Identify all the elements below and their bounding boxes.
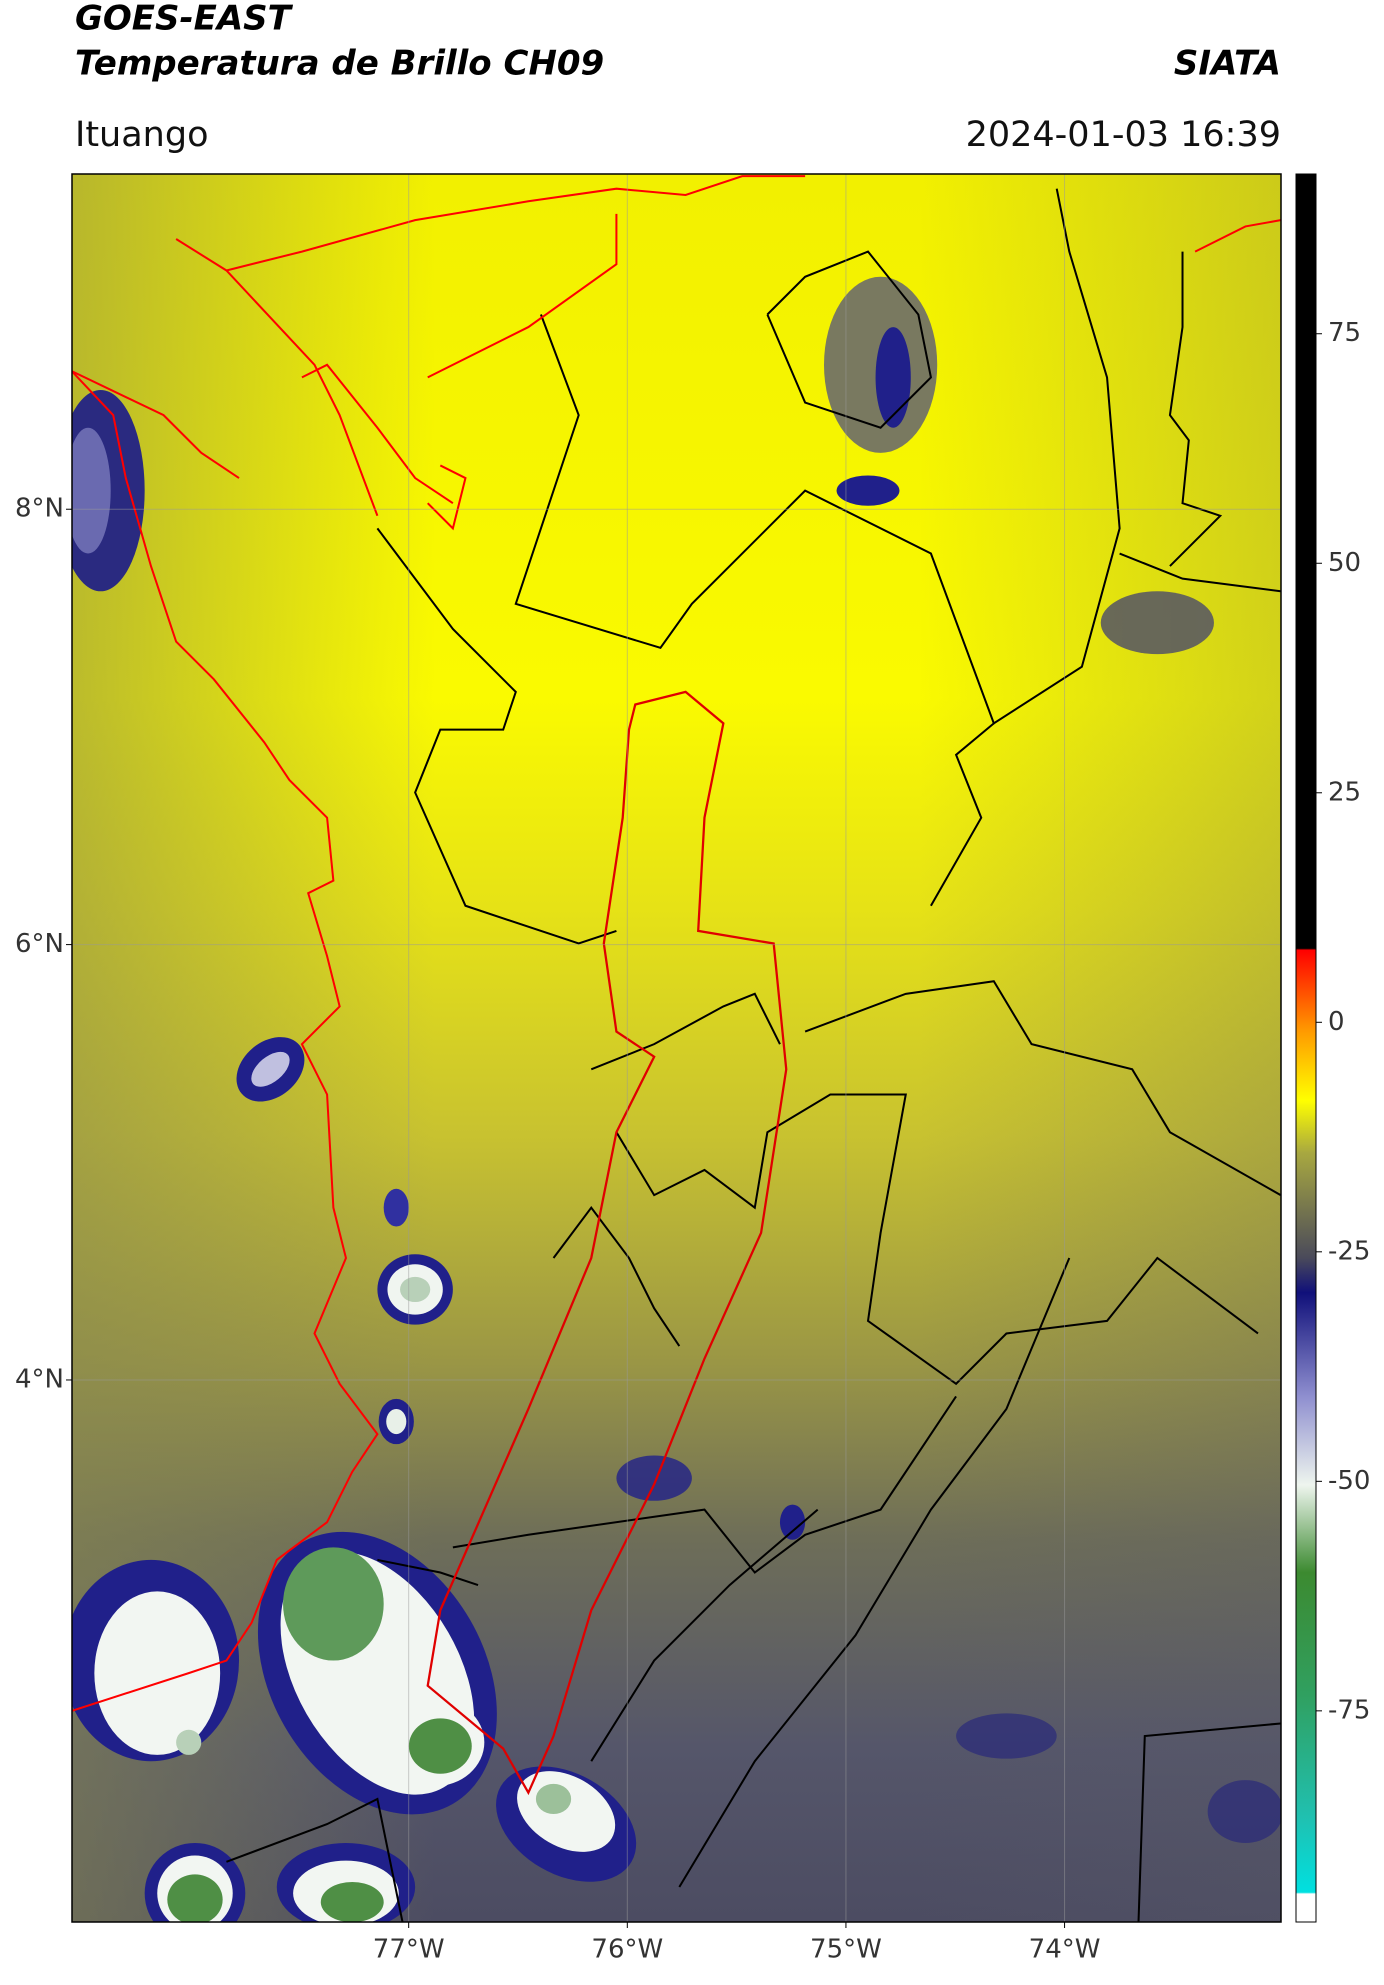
y-tick-label: 8°N xyxy=(15,494,64,524)
y-tick-label: 4°N xyxy=(15,1364,64,1394)
x-tick-label: 75°W xyxy=(810,1935,882,1965)
map xyxy=(72,174,1281,1922)
colorbar-tick-label: 50 xyxy=(1328,548,1361,578)
colorbar xyxy=(1295,173,1317,1923)
x-tick-label: 76°W xyxy=(591,1935,663,1965)
coastline xyxy=(72,175,1281,1712)
colorbar-tick-label: -50 xyxy=(1328,1466,1370,1496)
basin-outline xyxy=(426,690,788,1796)
colorbar-tick-label: 25 xyxy=(1328,777,1361,807)
x-tick-label: 74°W xyxy=(1029,1935,1101,1965)
datetime: 2024-01-03 16:39 xyxy=(966,115,1281,155)
x-tick-label: 77°W xyxy=(373,1935,445,1965)
map-features xyxy=(72,175,1281,1922)
colorbar-tick-label: -75 xyxy=(1328,1695,1370,1725)
cloud-cells xyxy=(72,276,1281,1922)
grid xyxy=(72,174,1281,1922)
location: Ituango xyxy=(75,115,209,155)
subtitle: Temperatura de Brillo CH09 xyxy=(75,44,604,84)
borders xyxy=(226,188,1281,1922)
colorbar-tick-label: 0 xyxy=(1328,1007,1345,1037)
colorbar-tick-label: -25 xyxy=(1328,1236,1370,1266)
map-frame xyxy=(71,173,1282,1923)
source: SIATA xyxy=(1174,44,1281,84)
title: GOES-EAST xyxy=(75,0,294,39)
y-tick-label: 6°N xyxy=(15,929,64,959)
colorbar-tick-label: 75 xyxy=(1328,318,1361,348)
